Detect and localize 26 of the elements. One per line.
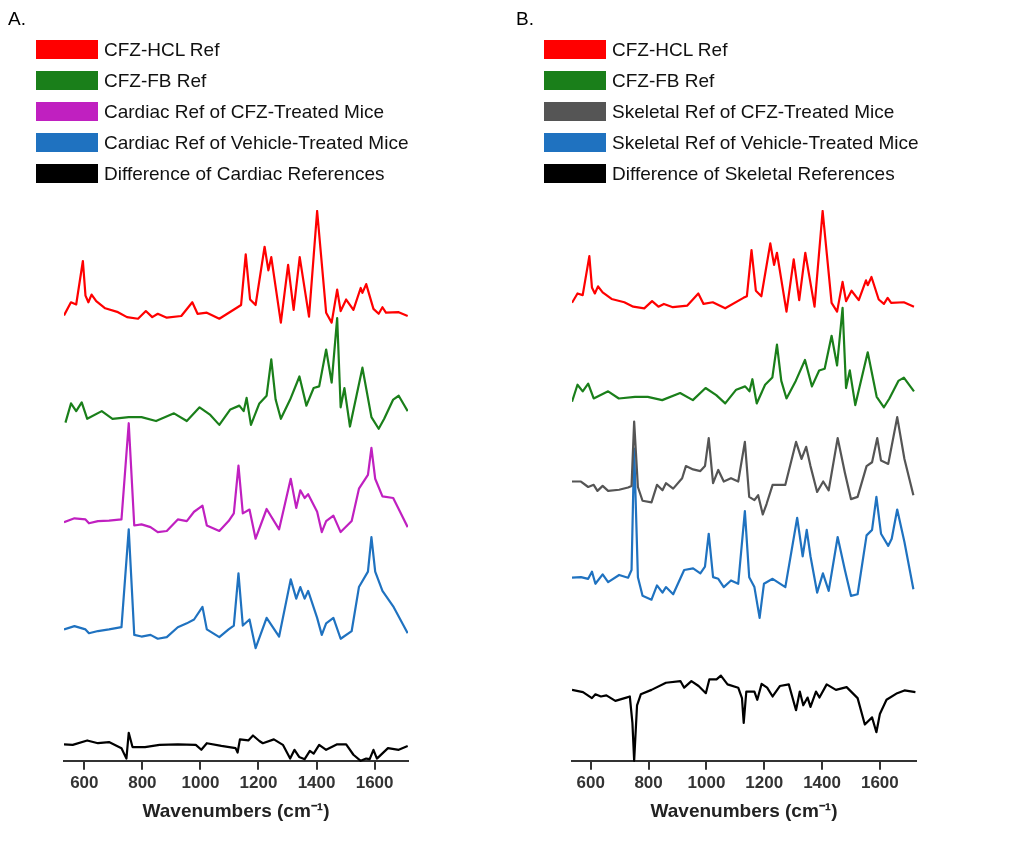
x-tick-label: 1200 (239, 772, 278, 792)
chart-title: A. (8, 8, 27, 31)
x-tick-label: 800 (634, 772, 663, 792)
chart-title: B. (516, 8, 535, 31)
legend-label: Skeletal Ref of Vehicle-Treated Mice (612, 131, 919, 154)
legend-label: Cardiac Ref of CFZ-Treated Mice (104, 100, 385, 123)
x-axis-title: Wavenumbers (cm⁻¹) (650, 799, 838, 821)
x-tick-label: 1600 (355, 772, 394, 792)
x-axis-title: Wavenumbers (cm⁻¹) (142, 799, 330, 821)
legend-label: CFZ-HCL Ref (612, 38, 728, 61)
legend-label: Difference of Skeletal References (612, 162, 895, 185)
legend-label: CFZ-FB Ref (612, 69, 715, 92)
x-tick-label: 1200 (745, 772, 784, 792)
x-tick-label: 1000 (181, 772, 220, 792)
x-tick-label: 1400 (803, 772, 841, 792)
x-tick-label: 1600 (860, 772, 899, 792)
x-tick-label: 1000 (687, 772, 726, 792)
legend-label: CFZ-HCL Ref (104, 38, 220, 61)
legend-label: Cardiac Ref of Vehicle-Treated Mice (104, 131, 409, 154)
x-tick-label: 800 (128, 772, 157, 792)
x-tick-label: 600 (576, 772, 605, 792)
legend-label: Difference of Cardiac References (104, 162, 385, 185)
legend-label: Skeletal Ref of CFZ-Treated Mice (612, 100, 895, 123)
x-tick-label: 1400 (297, 772, 336, 792)
legend-label: CFZ-FB Ref (104, 69, 207, 92)
x-tick-label: 600 (70, 772, 99, 792)
